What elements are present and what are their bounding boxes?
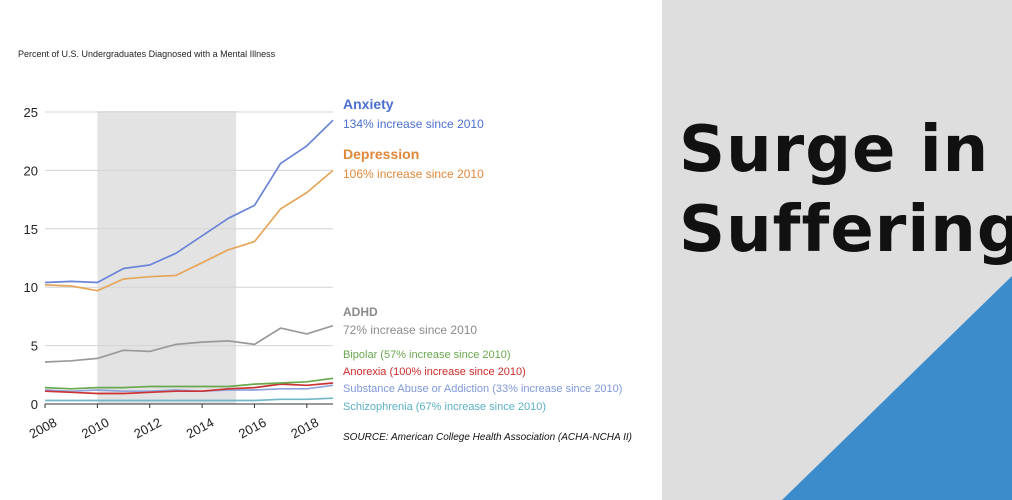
label-depression-note: 106% increase since 2010 bbox=[343, 167, 484, 181]
label-anxiety-note: 134% increase since 2010 bbox=[343, 117, 484, 131]
x-tick-label: 2008 bbox=[27, 415, 60, 442]
x-tick-label: 2012 bbox=[131, 415, 164, 442]
y-tick-label: 15 bbox=[24, 222, 38, 237]
label-schizophrenia: Schizophrenia (67% increase since 2010) bbox=[343, 401, 547, 413]
label-anorexia: Anorexia (100% increase since 2010) bbox=[343, 366, 526, 378]
x-tick-label: 2014 bbox=[184, 415, 217, 442]
chart-title: Percent of U.S. Undergraduates Diagnosed… bbox=[18, 49, 276, 59]
label-adhd-note: 72% increase since 2010 bbox=[343, 323, 478, 337]
y-tick-label: 20 bbox=[24, 163, 38, 178]
y-tick-label: 25 bbox=[24, 105, 38, 120]
series-line-anorexia bbox=[44, 382, 334, 395]
source-note: SOURCE: American College Health Associat… bbox=[343, 432, 632, 443]
series-line-anxiety bbox=[44, 119, 334, 284]
x-tick-label: 2016 bbox=[236, 415, 269, 442]
accent-triangle bbox=[782, 276, 1012, 500]
label-bipolar: Bipolar (57% increase since 2010) bbox=[343, 349, 511, 361]
slide-title-line-2: Suffering bbox=[679, 193, 1012, 267]
line-chart: 0 5 10 15 20 25 2008 2010 2012 2014 2016 2018 bbox=[24, 105, 334, 442]
y-tick-label: 5 bbox=[31, 339, 38, 354]
y-tick-label: 10 bbox=[24, 280, 38, 295]
series-line-bipolar bbox=[44, 377, 334, 390]
series-line-depression bbox=[44, 169, 334, 292]
x-tick-label: 2018 bbox=[288, 415, 321, 442]
label-depression-name: Depression bbox=[343, 146, 420, 162]
label-adhd-name: ADHD bbox=[343, 305, 378, 319]
slide-title-line-1: Surge in bbox=[679, 113, 990, 187]
slide-title: Surge in Suffering bbox=[679, 110, 1012, 270]
label-substance: Substance Abuse or Addiction (33% increa… bbox=[343, 383, 623, 395]
y-tick-label: 0 bbox=[31, 397, 38, 412]
series-line-adhd bbox=[44, 324, 334, 363]
series-line-schizophrenia bbox=[45, 397, 334, 402]
label-anxiety-name: Anxiety bbox=[343, 96, 394, 112]
x-tick-label: 2010 bbox=[79, 415, 112, 442]
